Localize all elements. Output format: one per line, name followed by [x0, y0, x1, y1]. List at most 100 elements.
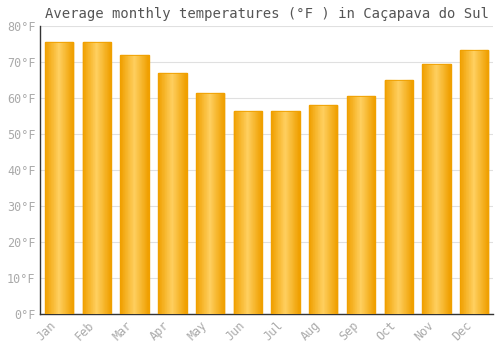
Bar — [96, 42, 97, 314]
Bar — [256, 111, 257, 314]
Bar — [238, 111, 240, 314]
Bar — [234, 111, 262, 314]
Bar — [166, 73, 168, 314]
Bar — [348, 96, 349, 314]
Bar — [89, 42, 90, 314]
Bar — [47, 42, 48, 314]
Bar — [412, 80, 413, 314]
Bar — [388, 80, 389, 314]
Bar — [400, 80, 401, 314]
Bar — [169, 73, 170, 314]
Bar — [318, 105, 319, 314]
Bar — [250, 111, 252, 314]
Bar — [129, 55, 130, 314]
Bar — [374, 96, 375, 314]
Bar — [215, 93, 216, 314]
Bar — [328, 105, 329, 314]
Bar — [445, 64, 446, 314]
Bar — [329, 105, 330, 314]
Bar — [124, 55, 126, 314]
Bar — [184, 73, 185, 314]
Bar — [274, 111, 275, 314]
Bar — [62, 42, 64, 314]
Bar — [408, 80, 410, 314]
Bar — [235, 111, 236, 314]
Bar — [128, 55, 129, 314]
Bar — [53, 42, 54, 314]
Bar — [332, 105, 333, 314]
Bar — [234, 111, 262, 314]
Bar — [436, 64, 437, 314]
Bar — [359, 96, 360, 314]
Bar — [423, 64, 424, 314]
Bar — [473, 50, 474, 314]
Bar — [331, 105, 332, 314]
Bar — [172, 73, 173, 314]
Bar — [175, 73, 176, 314]
Bar — [180, 73, 181, 314]
Bar — [333, 105, 334, 314]
Bar — [317, 105, 318, 314]
Bar — [449, 64, 450, 314]
Bar — [311, 105, 312, 314]
Bar — [480, 50, 482, 314]
Bar — [435, 64, 436, 314]
Bar — [362, 96, 363, 314]
Bar — [217, 93, 218, 314]
Bar — [350, 96, 351, 314]
Bar — [389, 80, 390, 314]
Bar — [312, 105, 314, 314]
Bar — [368, 96, 369, 314]
Bar — [330, 105, 331, 314]
Bar — [146, 55, 148, 314]
Bar — [131, 55, 132, 314]
Bar — [202, 93, 203, 314]
Bar — [234, 111, 235, 314]
Bar — [159, 73, 160, 314]
Bar — [316, 105, 317, 314]
Bar — [373, 96, 374, 314]
Bar — [46, 42, 47, 314]
Bar — [425, 64, 426, 314]
Bar — [50, 42, 51, 314]
Bar — [336, 105, 338, 314]
Bar — [354, 96, 356, 314]
Bar — [360, 96, 361, 314]
Bar — [132, 55, 133, 314]
Bar — [314, 105, 315, 314]
Bar — [472, 50, 473, 314]
Bar — [278, 111, 279, 314]
Bar — [428, 64, 430, 314]
Bar — [440, 64, 442, 314]
Bar — [168, 73, 169, 314]
Bar — [370, 96, 371, 314]
Bar — [247, 111, 248, 314]
Bar — [214, 93, 215, 314]
Bar — [97, 42, 98, 314]
Bar — [196, 93, 224, 314]
Bar — [364, 96, 365, 314]
Bar — [176, 73, 178, 314]
Bar — [309, 105, 338, 314]
Bar — [85, 42, 86, 314]
Bar — [69, 42, 70, 314]
Bar — [108, 42, 109, 314]
Bar — [246, 111, 247, 314]
Bar — [90, 42, 91, 314]
Bar — [206, 93, 208, 314]
Bar — [57, 42, 58, 314]
Bar — [254, 111, 255, 314]
Bar — [244, 111, 245, 314]
Bar — [213, 93, 214, 314]
Bar — [384, 80, 386, 314]
Bar — [137, 55, 138, 314]
Bar — [347, 96, 375, 314]
Bar — [287, 111, 288, 314]
Bar — [248, 111, 249, 314]
Bar — [83, 42, 111, 314]
Bar — [253, 111, 254, 314]
Bar — [162, 73, 163, 314]
Bar — [402, 80, 403, 314]
Bar — [142, 55, 143, 314]
Bar — [106, 42, 107, 314]
